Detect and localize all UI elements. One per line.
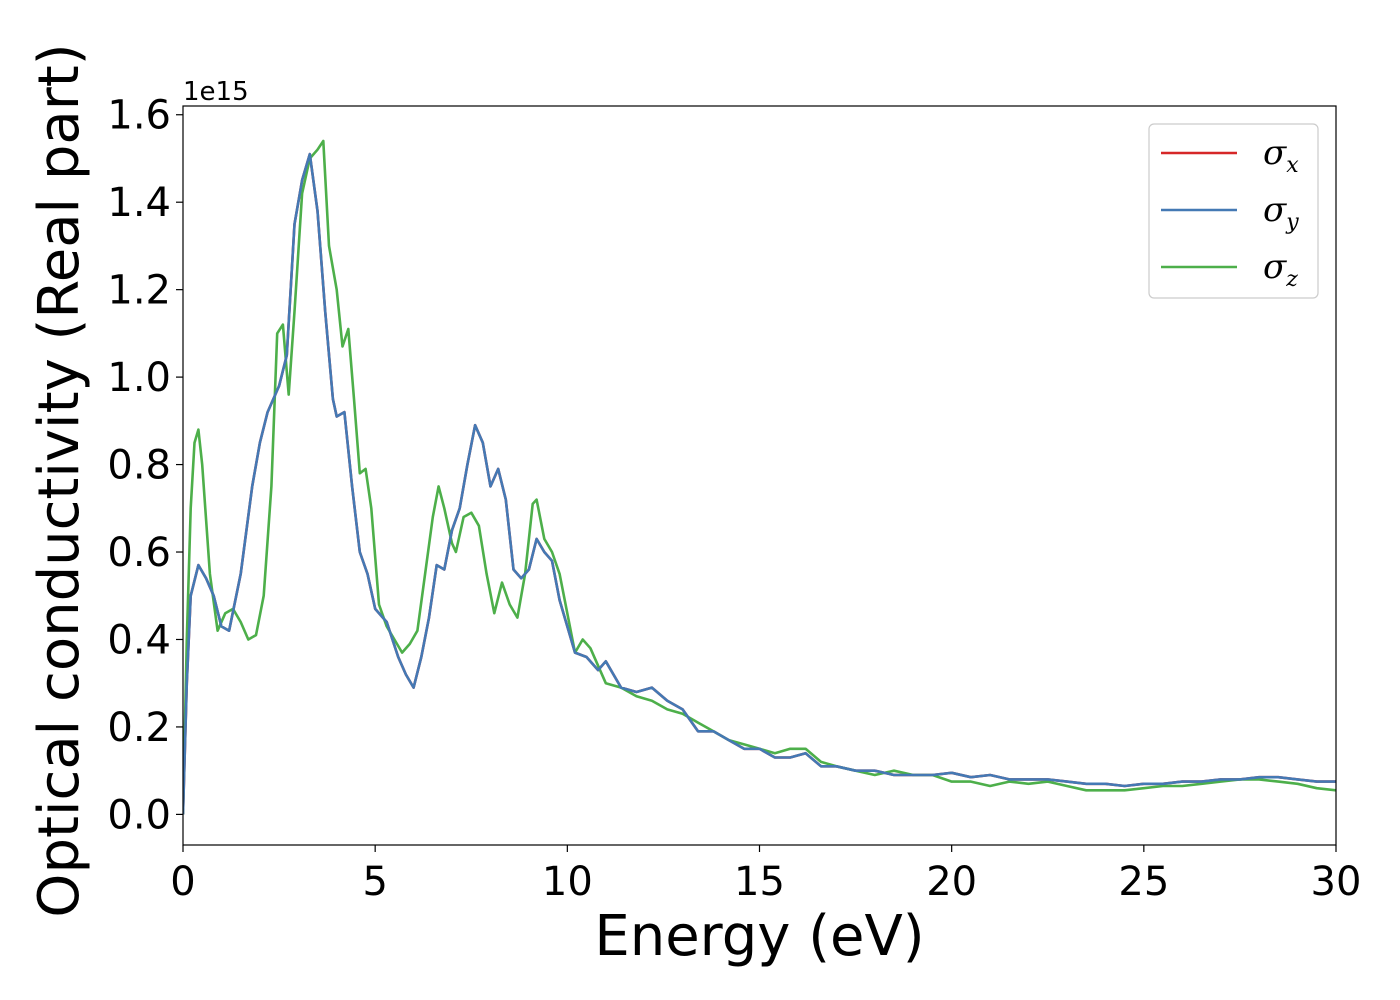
y-tick-label: 1.6 (107, 93, 171, 139)
legend: σx σy σz (1148, 123, 1319, 299)
series-line-y (183, 152, 1336, 815)
x-axis-label: Energy (eV) (594, 904, 924, 969)
x-tick-label: 25 (1118, 859, 1169, 905)
x-tick-label: 15 (734, 859, 785, 905)
y-axis: 0.0 0.2 0.4 0.6 0.8 1.0 1.2 1.4 1.6 (107, 93, 183, 838)
y-axis-label: Optical conductivity (Real part) (27, 43, 92, 917)
legend-label-y: σy (1263, 190, 1299, 235)
y-tick-label: 1.2 (107, 268, 171, 314)
series-layer (183, 139, 1336, 815)
y-tick-label: 1.0 (107, 355, 171, 401)
x-tick-label: 30 (1311, 859, 1362, 905)
x-tick-label: 10 (542, 859, 593, 905)
y-tick-label: 0.0 (107, 792, 171, 838)
y-tick-label: 1.4 (107, 180, 171, 226)
legend-label-x: σx (1263, 133, 1299, 178)
x-tick-label: 20 (926, 859, 977, 905)
y-tick-label: 0.2 (107, 705, 171, 751)
legend-label-z: σz (1263, 247, 1298, 292)
y-tick-label: 0.4 (107, 617, 171, 663)
y-axis-offset-label: 1e15 (183, 77, 249, 107)
series-line-z (183, 139, 1336, 815)
y-tick-label: 0.8 (107, 443, 171, 489)
x-tick-label: 0 (170, 859, 195, 905)
x-tick-label: 5 (362, 859, 387, 905)
y-tick-label: 0.6 (107, 530, 171, 576)
x-axis: 0 5 10 15 20 25 30 (170, 845, 1361, 905)
